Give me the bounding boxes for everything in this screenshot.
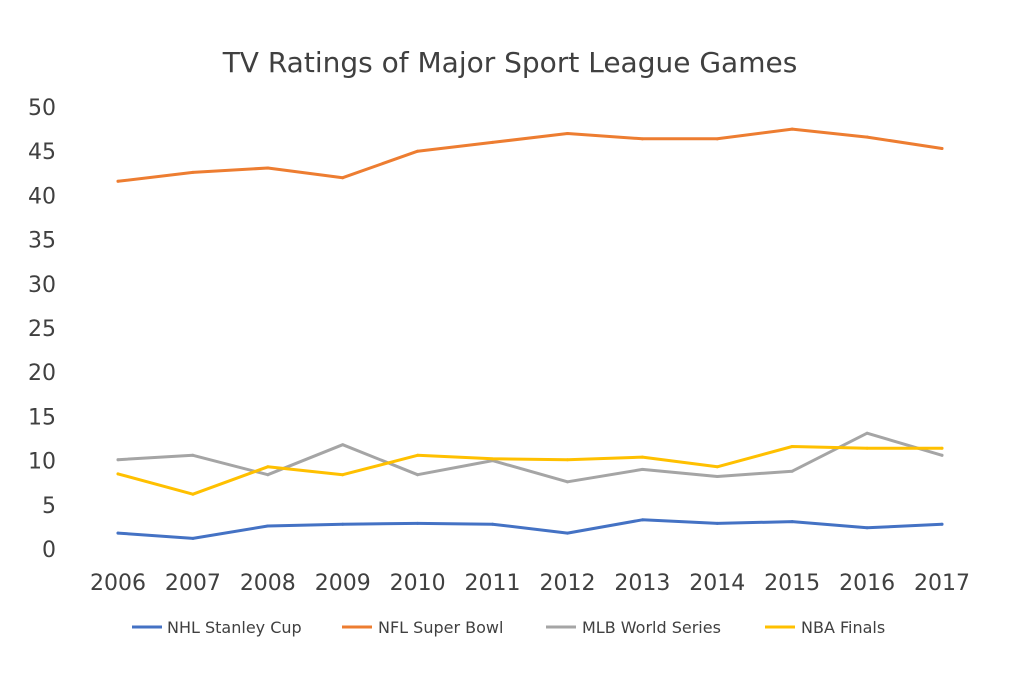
data-point-nhl-stanley-cup — [565, 531, 569, 535]
legend-label: NBA Finals — [801, 618, 885, 637]
series-line-mlb-world-series — [116, 431, 944, 484]
y-tick-label: 35 — [28, 229, 56, 254]
y-tick-label: 10 — [28, 450, 56, 475]
x-tick-label: 2008 — [240, 571, 296, 596]
data-point-nba-finals — [416, 453, 420, 457]
data-point-nba-finals — [191, 492, 195, 496]
data-point-nfl-super-bowl — [491, 140, 495, 144]
data-point-nfl-super-bowl — [640, 137, 644, 141]
x-tick-label: 2014 — [689, 571, 745, 596]
x-tick-label: 2013 — [614, 571, 670, 596]
data-point-nfl-super-bowl — [940, 147, 944, 151]
y-tick-label: 45 — [28, 140, 56, 165]
data-point-nba-finals — [790, 444, 794, 448]
data-point-mlb-world-series — [116, 458, 120, 462]
data-point-nba-finals — [116, 472, 120, 476]
data-point-mlb-world-series — [865, 431, 869, 435]
data-point-nba-finals — [940, 446, 944, 450]
data-point-mlb-world-series — [940, 453, 944, 457]
legend-item-nfl-super-bowl: NFL Super Bowl — [342, 618, 503, 637]
y-tick-label: 30 — [28, 273, 56, 298]
data-point-nhl-stanley-cup — [116, 531, 120, 535]
data-point-nfl-super-bowl — [266, 166, 270, 170]
data-point-nhl-stanley-cup — [640, 518, 644, 522]
x-tick-label: 2007 — [165, 571, 221, 596]
series-line-nhl-stanley-cup — [116, 518, 944, 540]
data-point-nfl-super-bowl — [790, 127, 794, 131]
data-point-nba-finals — [341, 473, 345, 477]
data-point-nfl-super-bowl — [341, 176, 345, 180]
data-point-nhl-stanley-cup — [191, 536, 195, 540]
data-point-nhl-stanley-cup — [341, 522, 345, 526]
data-point-nba-finals — [865, 446, 869, 450]
data-point-mlb-world-series — [790, 469, 794, 473]
data-point-mlb-world-series — [341, 443, 345, 447]
data-point-mlb-world-series — [191, 453, 195, 457]
x-tick-label: 2017 — [914, 571, 970, 596]
series-line-nba-finals — [116, 445, 944, 496]
x-tick-label: 2016 — [839, 571, 895, 596]
y-tick-label: 0 — [42, 538, 56, 563]
data-point-nhl-stanley-cup — [715, 521, 719, 525]
data-point-nba-finals — [491, 457, 495, 461]
data-point-nba-finals — [565, 458, 569, 462]
y-tick-label: 5 — [42, 494, 56, 519]
data-point-nhl-stanley-cup — [491, 522, 495, 526]
data-point-nfl-super-bowl — [191, 170, 195, 174]
y-tick-label: 15 — [28, 405, 56, 430]
data-point-nhl-stanley-cup — [940, 522, 944, 526]
x-tick-label: 2009 — [315, 571, 371, 596]
y-tick-label: 40 — [28, 184, 56, 209]
x-tick-label: 2015 — [764, 571, 820, 596]
data-point-nhl-stanley-cup — [865, 526, 869, 530]
y-tick-label: 50 — [28, 96, 56, 121]
data-point-nfl-super-bowl — [715, 137, 719, 141]
data-point-nhl-stanley-cup — [790, 520, 794, 524]
legend-label: MLB World Series — [582, 618, 721, 637]
legend-item-mlb-world-series: MLB World Series — [546, 618, 721, 637]
legend-item-nba-finals: NBA Finals — [765, 618, 885, 637]
data-point-mlb-world-series — [565, 480, 569, 484]
data-point-mlb-world-series — [416, 473, 420, 477]
chart-title: TV Ratings of Major Sport League Games — [222, 46, 798, 79]
x-axis-ticks: 2006 2007 2008 2009 2010 2011 2012 2013 2014 2015… — [90, 571, 970, 596]
legend: NHL Stanley Cup NFL Super Bowl MLB World S… — [132, 618, 885, 637]
legend-label: NFL Super Bowl — [378, 618, 503, 637]
series-lines — [116, 127, 944, 540]
data-point-nhl-stanley-cup — [266, 524, 270, 528]
x-tick-label: 2006 — [90, 571, 146, 596]
data-point-mlb-world-series — [715, 475, 719, 479]
series-line-nfl-super-bowl — [116, 127, 944, 183]
data-point-mlb-world-series — [266, 473, 270, 477]
x-tick-label: 2012 — [539, 571, 595, 596]
x-tick-label: 2011 — [465, 571, 521, 596]
legend-label: NHL Stanley Cup — [167, 618, 302, 637]
data-point-nba-finals — [266, 465, 270, 469]
legend-item-nhl-stanley-cup: NHL Stanley Cup — [132, 618, 302, 637]
y-tick-label: 20 — [28, 361, 56, 386]
data-point-nhl-stanley-cup — [416, 521, 420, 525]
data-point-nfl-super-bowl — [116, 179, 120, 183]
x-tick-label: 2010 — [390, 571, 446, 596]
data-point-nba-finals — [715, 465, 719, 469]
data-point-nba-finals — [640, 455, 644, 459]
y-axis-ticks: 0 5 10 15 20 25 30 35 40 45 50 — [28, 96, 56, 563]
data-point-nfl-super-bowl — [565, 132, 569, 136]
data-point-nfl-super-bowl — [865, 135, 869, 139]
y-tick-label: 25 — [28, 317, 56, 342]
data-point-mlb-world-series — [640, 467, 644, 471]
data-point-nfl-super-bowl — [416, 149, 420, 153]
